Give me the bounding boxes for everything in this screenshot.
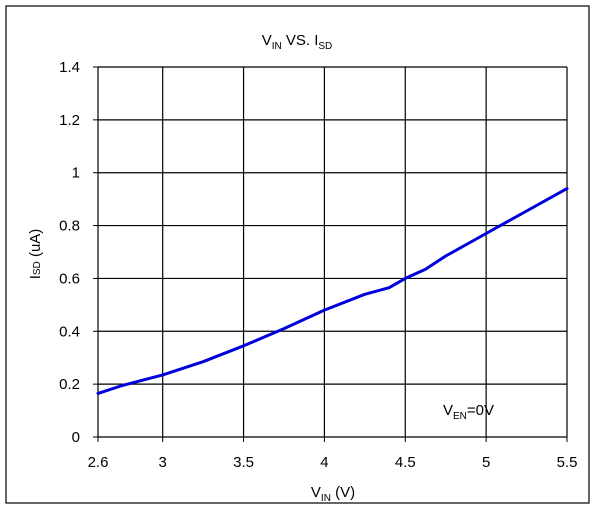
condition-annotation: VEN=0V <box>443 402 494 422</box>
y-tick-label: 1 <box>72 165 80 182</box>
x-axis-label: VIN (V) <box>311 484 355 504</box>
series <box>96 187 569 395</box>
x-tick-label: 3.5 <box>233 454 254 471</box>
series-line <box>96 187 569 395</box>
x-tick-label: 5 <box>482 454 490 471</box>
tick-labels: 2.6 3 3.5 4 4.5 5 5.5 0 0.2 0.4 0.6 0.8 1 1.2 1.4 <box>59 59 577 471</box>
x-tick-label: 3 <box>159 454 167 471</box>
chart-frame <box>5 5 590 504</box>
y-tick-label: 0.4 <box>59 323 80 340</box>
y-tick-label: 1.2 <box>59 112 80 129</box>
grid <box>98 66 568 437</box>
y-tick-label: 1.4 <box>59 59 80 76</box>
y-tick-label: 0 <box>72 429 80 446</box>
y-axis-label: ISD (uA) <box>27 229 44 280</box>
y-tick-label: 0.8 <box>59 218 80 235</box>
x-tick-label: 4 <box>320 454 328 471</box>
axes <box>93 66 568 442</box>
chart-title: VIN VS. ISD <box>262 32 333 52</box>
y-tick-label: 0.6 <box>59 270 80 287</box>
x-tick-label: 4.5 <box>395 454 416 471</box>
x-tick-label: 5.5 <box>557 454 578 471</box>
y-tick-label: 0.2 <box>59 376 80 393</box>
x-tick-label: 2.6 <box>88 454 109 471</box>
